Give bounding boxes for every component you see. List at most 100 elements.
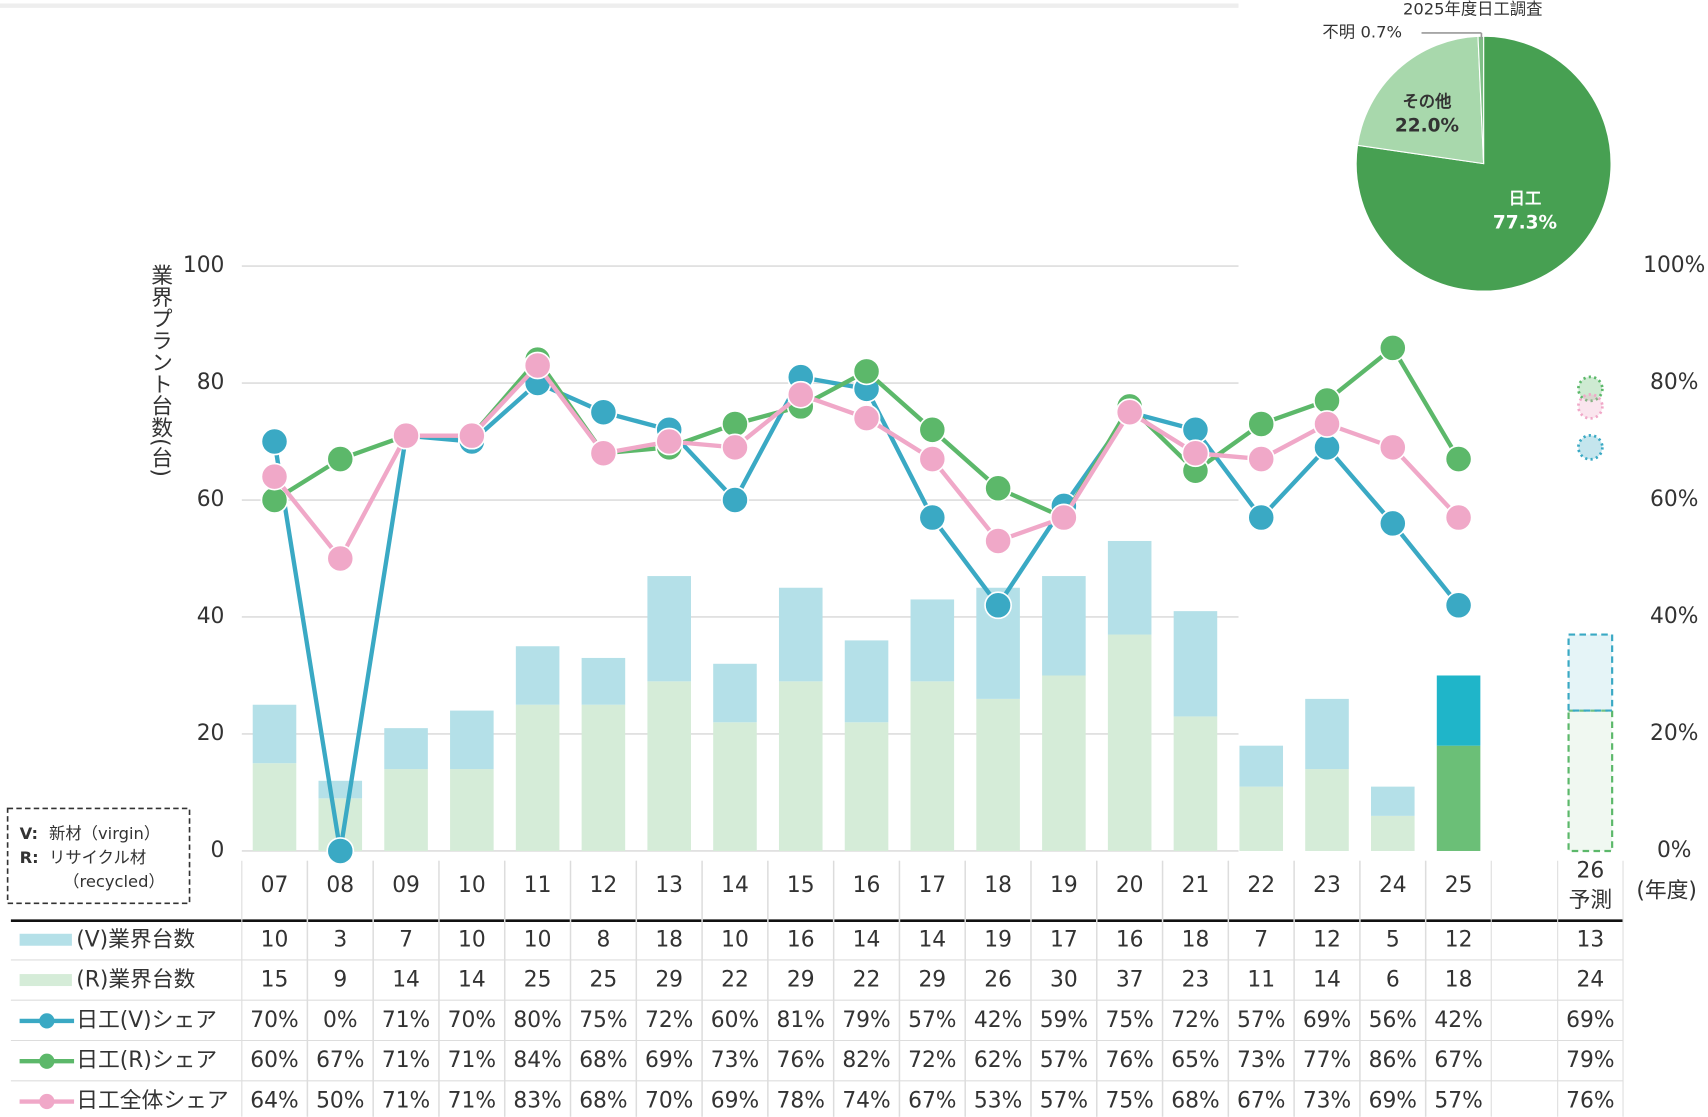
bar	[1239, 745, 1284, 787]
table-cell: 5	[1386, 927, 1400, 952]
table-cell: 57%	[1040, 1089, 1088, 1114]
table-cell: 25	[524, 968, 552, 993]
table-cell: 69%	[1369, 1089, 1417, 1114]
share-point	[918, 445, 947, 473]
table-cell: 78%	[777, 1089, 825, 1114]
bar	[1239, 786, 1284, 851]
table-cell: 3	[333, 927, 347, 952]
table-cell: 10	[524, 927, 552, 952]
table-cell: 53%	[974, 1089, 1022, 1114]
table-cell: 10	[261, 927, 289, 952]
table-cell: 18	[1445, 968, 1473, 993]
bar	[384, 728, 428, 770]
share-point	[1313, 433, 1341, 462]
bar	[778, 587, 823, 682]
x-tick-label: 21	[1182, 873, 1210, 898]
note-text: 新材（virgin）	[49, 824, 160, 843]
share-point	[589, 439, 618, 468]
table-cell: 10	[721, 927, 749, 952]
table-cell: 59%	[1040, 1008, 1088, 1033]
table-cell: 50%	[316, 1089, 364, 1114]
note-box	[6, 807, 191, 905]
bar	[1107, 540, 1152, 635]
bar	[976, 698, 1020, 851]
table-cell: 56%	[1369, 1008, 1417, 1033]
table-cell: 23	[1182, 968, 1210, 993]
share-point	[1378, 334, 1407, 362]
y-tick-label: 60	[197, 487, 225, 512]
table-cell: 79%	[1566, 1048, 1614, 1073]
table-cell: 25	[590, 968, 618, 993]
y-tick-label: 40	[197, 604, 225, 629]
bar	[1042, 576, 1086, 676]
bar	[1042, 675, 1086, 851]
pie-slice	[1356, 35, 1485, 165]
table-cell: 68%	[1171, 1089, 1219, 1114]
pie-value: 0.7%	[1361, 22, 1402, 41]
share-point	[1313, 410, 1341, 438]
table-cell: 19	[984, 927, 1012, 952]
bar	[647, 576, 691, 682]
table-cell: 26	[984, 968, 1012, 993]
y-axis-title: 業界プラント台数(台)	[148, 264, 173, 477]
table-cell: 57%	[908, 1008, 956, 1033]
table-cell: 60%	[711, 1008, 759, 1033]
bar	[1305, 698, 1349, 770]
note-text: リサイクル材	[49, 848, 146, 867]
pie-title: 2025年度日工調査	[1403, 0, 1543, 19]
table-cell: 57%	[1434, 1089, 1482, 1114]
table-cell: 30	[1050, 968, 1078, 993]
bar	[450, 769, 494, 851]
x-tick-label: 25	[1445, 873, 1473, 898]
table-cell: 69%	[645, 1048, 693, 1073]
share-point	[918, 415, 947, 444]
legend-label: (R)業界台数	[76, 968, 195, 993]
pie-label: 日工	[1509, 189, 1542, 208]
table-cell: 22	[853, 968, 881, 993]
table-cell: 76%	[777, 1048, 825, 1073]
bar	[384, 769, 428, 851]
table-cell: 42%	[974, 1008, 1022, 1033]
table-cell: 75%	[579, 1008, 627, 1033]
table-cell: 7	[399, 927, 413, 952]
table-cell: 14	[853, 927, 881, 952]
forecast-label: 予測	[1569, 888, 1613, 913]
share-point	[1049, 503, 1078, 532]
bar	[1305, 769, 1349, 851]
pie-label: 不明	[1322, 22, 1355, 41]
x-tick-label: 26	[1577, 859, 1605, 884]
table-cell: 22	[721, 968, 749, 993]
bar	[581, 657, 626, 705]
bar	[778, 681, 823, 851]
x-tick-label: 23	[1313, 873, 1341, 898]
table-cell: 62%	[974, 1048, 1022, 1073]
table-cell: 18	[655, 927, 683, 952]
y2-tick-label: 20%	[1650, 721, 1698, 746]
share-point	[786, 380, 815, 409]
table-cell: 73%	[711, 1048, 759, 1073]
share-point	[326, 445, 355, 473]
share-point	[260, 462, 289, 491]
table-cell: 8	[596, 927, 610, 952]
table-cell: 73%	[1303, 1089, 1351, 1114]
table-cell: 14	[918, 927, 946, 952]
legend-dot	[39, 1013, 55, 1029]
table-cell: 37	[1116, 968, 1144, 993]
bar	[1436, 675, 1481, 746]
share-point	[1181, 439, 1210, 468]
table-cell: 71%	[448, 1089, 496, 1114]
table-cell: 70%	[448, 1008, 496, 1033]
table-cell: 42%	[1434, 1008, 1482, 1033]
share-point	[1247, 503, 1276, 532]
share-point	[326, 837, 355, 865]
table-cell: 11	[1247, 968, 1275, 993]
bar	[647, 681, 691, 851]
table-cell: 72%	[645, 1008, 693, 1033]
table-cell: 83%	[513, 1089, 561, 1114]
table-cell: 16	[1116, 927, 1144, 952]
legend-label: (V)業界台数	[76, 927, 195, 952]
y2-tick-label: 100%	[1643, 253, 1705, 278]
pie-value: 77.3%	[1493, 213, 1557, 234]
x-tick-label: 19	[1050, 873, 1078, 898]
share-point	[984, 527, 1012, 555]
